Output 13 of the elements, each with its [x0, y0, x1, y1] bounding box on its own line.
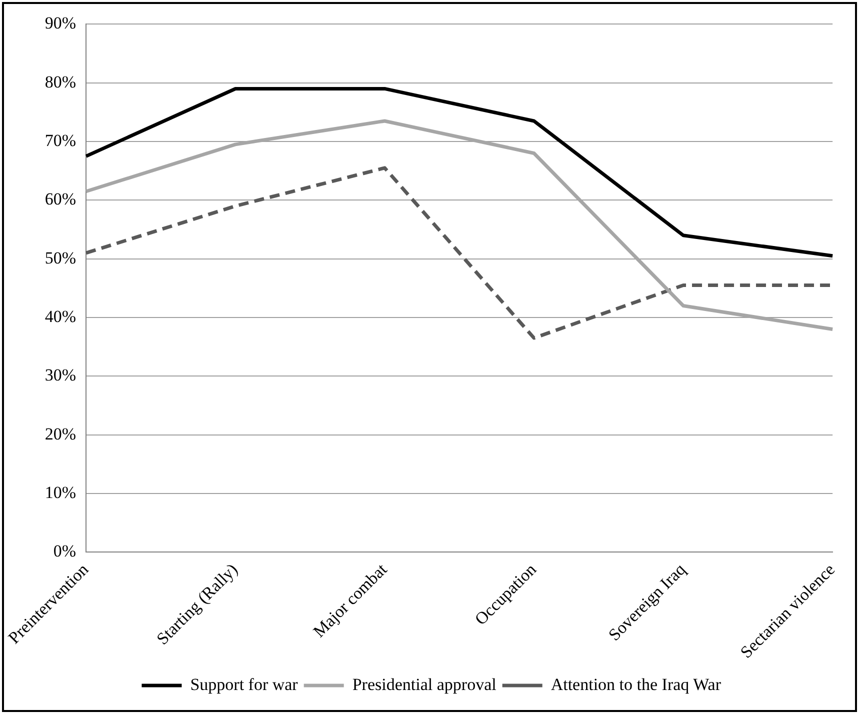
y-tick-label: 0%	[53, 542, 76, 561]
y-tick-label: 20%	[44, 424, 76, 444]
y-tick-label: 10%	[44, 482, 76, 502]
y-tick-label: 80%	[44, 72, 76, 92]
y-tick-label: 40%	[44, 306, 76, 326]
y-tick-label: 90%	[44, 14, 76, 33]
y-tick-label: 30%	[44, 366, 76, 385]
y-tick-label: 50%	[44, 248, 76, 268]
y-tick-label: 70%	[44, 130, 76, 150]
legend-label: Presidential approval	[352, 674, 497, 694]
legend-label: Attention to the Iraq War	[550, 674, 722, 694]
legend-label: Support for war	[190, 674, 298, 694]
y-tick-label: 60%	[44, 190, 76, 209]
